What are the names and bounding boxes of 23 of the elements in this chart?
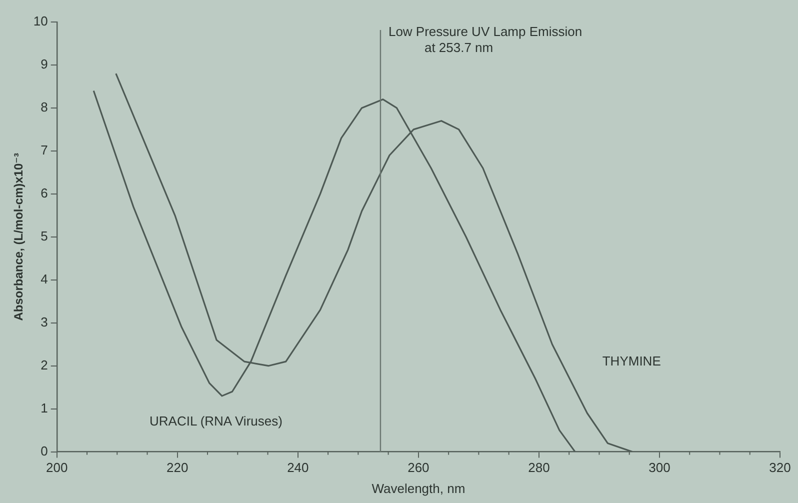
y-tick-label: 4 (40, 271, 48, 286)
x-tick-label: 200 (46, 460, 68, 476)
x-tick-label: 220 (166, 460, 188, 476)
y-tick-label: 9 (40, 56, 48, 72)
y-tick-label: 2 (40, 357, 48, 372)
ref-line-label: Low Pressure UV Lamp Emission at 253.7 nm (388, 24, 582, 56)
y-axis-title: Absorbance, (L/mol-cm)x10⁻³ (12, 153, 26, 321)
y-tick-label: 6 (40, 186, 48, 200)
x-tick-label: 300 (648, 460, 670, 476)
x-axis-title: Wavelength, nm (372, 480, 466, 496)
y-tick-label: 10 (33, 14, 48, 29)
y-tick-label: 1 (40, 400, 48, 416)
y-tick-label: 5 (40, 228, 48, 244)
text: THYMINE (602, 353, 662, 368)
y-tick-label: 0 (40, 443, 48, 458)
y-tick-label: 8 (40, 100, 48, 115)
x-tick-label: 260 (408, 460, 430, 476)
x-tick-label: 280 (528, 460, 550, 476)
x-tick-label: 320 (769, 460, 791, 476)
series-label: URACIL (RNA Viruses) (150, 413, 282, 428)
y-tick-label: 7 (40, 142, 48, 158)
x-tick-label: 240 (287, 460, 309, 476)
y-tick-label: 3 (40, 314, 48, 330)
